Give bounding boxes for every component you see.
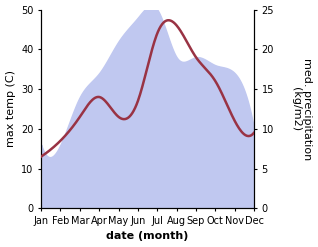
Y-axis label: med. precipitation
(kg/m2): med. precipitation (kg/m2): [291, 58, 313, 160]
Y-axis label: max temp (C): max temp (C): [5, 70, 16, 147]
X-axis label: date (month): date (month): [107, 231, 189, 242]
